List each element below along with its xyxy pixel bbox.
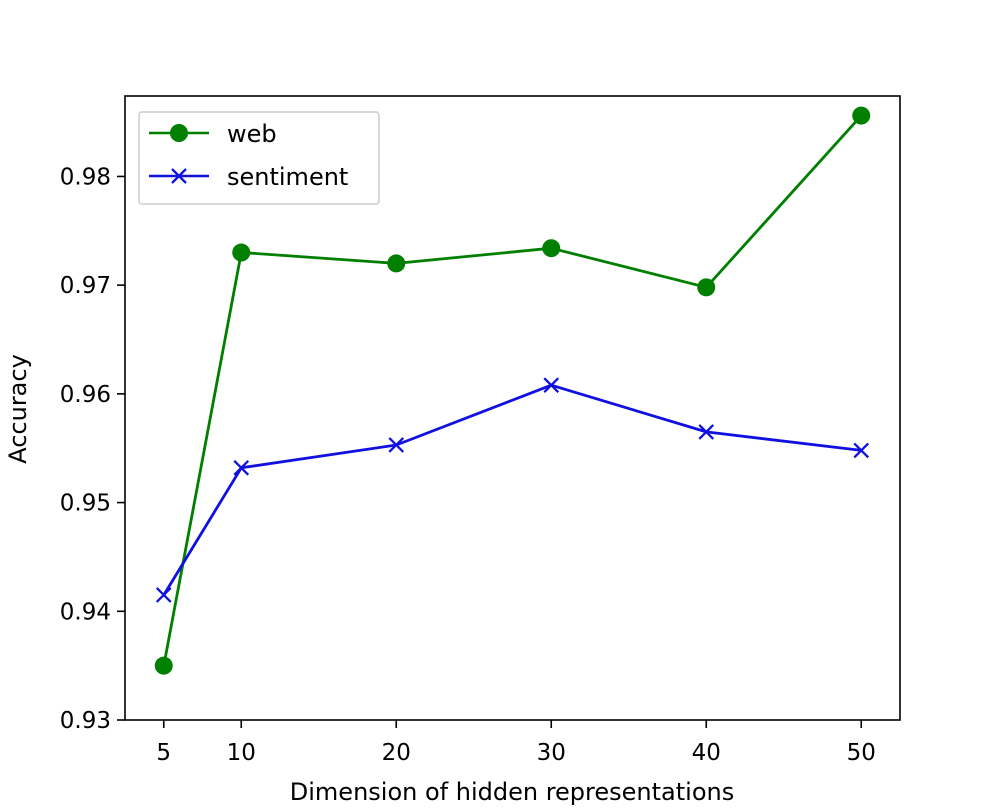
data-point-web <box>154 656 173 675</box>
data-point-web <box>697 278 716 297</box>
legend-box <box>138 111 380 205</box>
data-point-sentiment <box>388 437 405 453</box>
y-tick-label: 0.93 <box>60 708 111 734</box>
data-point-sentiment <box>853 442 870 459</box>
legend-sentiment-marker <box>171 168 187 184</box>
series-layer <box>154 106 871 675</box>
data-point-web <box>542 239 561 258</box>
series-line-sentiment <box>162 383 862 596</box>
y-tick-label: 0.96 <box>60 382 111 408</box>
x-tick-label: 20 <box>382 740 411 766</box>
y-tick-label: 0.97 <box>60 273 111 299</box>
data-point-sentiment <box>543 377 560 393</box>
plot-frame <box>124 95 901 721</box>
series-sentiment <box>155 377 870 603</box>
legend-web-label: web <box>227 120 277 148</box>
legend-sentiment-label: sentiment <box>227 163 348 191</box>
series-line-web <box>162 114 863 666</box>
x-tick-label: 40 <box>692 740 721 766</box>
legend: web sentiment <box>138 111 380 205</box>
x-tick-label: 50 <box>847 740 876 766</box>
x-tick-label: 5 <box>156 740 171 766</box>
data-point-sentiment <box>233 459 250 476</box>
x-tick-label: 10 <box>227 740 256 766</box>
y-tick-label: 0.98 <box>60 164 111 190</box>
x-axis-ticks: 5 10 20 30 40 50 <box>156 720 876 766</box>
y-axis-ticks: 0.93 0.94 0.95 0.96 0.97 0.98 <box>60 164 125 734</box>
x-tick-label: 30 <box>537 740 566 766</box>
y-tick-label: 0.94 <box>60 599 111 625</box>
y-tick-label: 0.95 <box>60 491 111 517</box>
data-point-sentiment <box>698 424 715 440</box>
data-point-web <box>852 106 871 125</box>
x-axis-label: Dimension of hidden representations <box>290 778 734 806</box>
data-point-web <box>387 254 406 273</box>
series-web <box>154 106 871 675</box>
legend-web-marker <box>170 124 188 142</box>
y-axis-label: Accuracy <box>4 354 32 464</box>
data-point-sentiment <box>155 587 172 603</box>
plot-area <box>124 95 901 721</box>
data-point-web <box>232 243 251 262</box>
